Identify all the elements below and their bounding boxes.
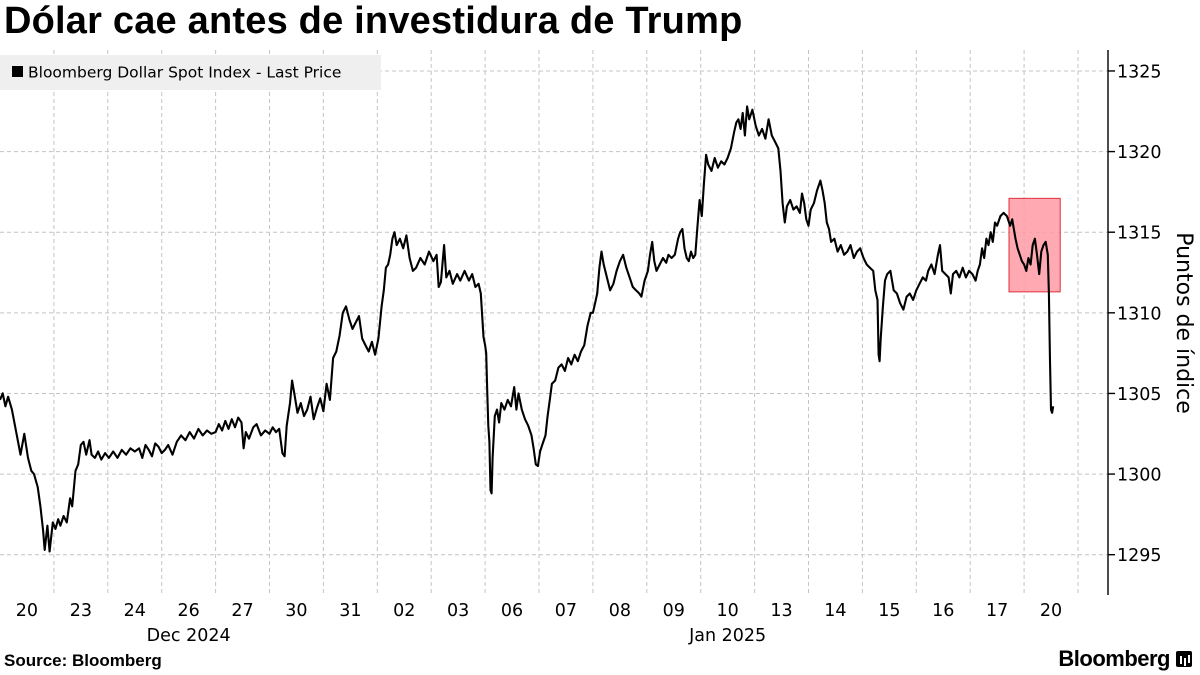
- x-tick-label: 17: [986, 601, 1008, 621]
- x-tick-label: 26: [178, 601, 200, 621]
- x-tick-label: 13: [770, 601, 792, 621]
- legend-label: Bloomberg Dollar Spot Index - Last Price: [28, 64, 341, 82]
- legend-background: [0, 55, 381, 90]
- grid-lines: [0, 50, 1108, 595]
- y-tick-label: 1325: [1117, 62, 1162, 82]
- chart-title: Dólar cae antes de investidura de Trump: [4, 0, 743, 42]
- y-tick-label: 1305: [1117, 385, 1162, 405]
- x-tick-label: 27: [231, 601, 253, 621]
- x-tick-label: 09: [663, 601, 685, 621]
- y-tick-label: 1310: [1117, 304, 1162, 324]
- x-tick-label: 08: [609, 601, 631, 621]
- x-tick-label: 06: [501, 601, 523, 621]
- x-tick-label: 02: [393, 601, 415, 621]
- x-tick-label: 15: [878, 601, 900, 621]
- x-tick-label: 24: [124, 601, 146, 621]
- series-line-bloomberg-dollar-spot-index: [0, 105, 1055, 553]
- x-group-label: Dec 2024: [147, 626, 231, 646]
- x-tick-label: 23: [70, 601, 92, 621]
- x-tick-label: 07: [555, 601, 577, 621]
- x-tick-label: 16: [932, 601, 954, 621]
- y-axis-title: Puntos de índice: [1171, 232, 1196, 414]
- source-note: Source: Bloomberg: [4, 651, 162, 670]
- y-tick-label: 1300: [1117, 466, 1162, 486]
- y-tick-label: 1320: [1117, 143, 1162, 163]
- x-group-label: Jan 2025: [688, 626, 766, 646]
- legend-swatch: [12, 66, 23, 77]
- x-tick-label: 20: [1040, 601, 1062, 621]
- x-tick-label: 31: [339, 601, 361, 621]
- y-tick-label: 1315: [1117, 224, 1162, 244]
- bloomberg-terminal-icon: [1176, 651, 1192, 667]
- x-axis: 20 23 24 26 27 30 31 02 03 06 07 08 09 10 13 14 15 16 17 20…: [16, 601, 1062, 646]
- y-axis: 1295 1300 1305 1310 1315 1320 1325: [1108, 62, 1162, 566]
- x-tick-label: 10: [717, 601, 739, 621]
- brand-name: Bloomberg: [1058, 646, 1170, 671]
- x-tick-label: 14: [824, 601, 846, 621]
- y-tick-label: 1295: [1117, 546, 1162, 566]
- x-tick-label: 30: [285, 601, 307, 621]
- x-tick-label: 03: [447, 601, 469, 621]
- x-tick-label: 20: [16, 601, 38, 621]
- bloomberg-logo: Bloomberg: [1058, 646, 1192, 672]
